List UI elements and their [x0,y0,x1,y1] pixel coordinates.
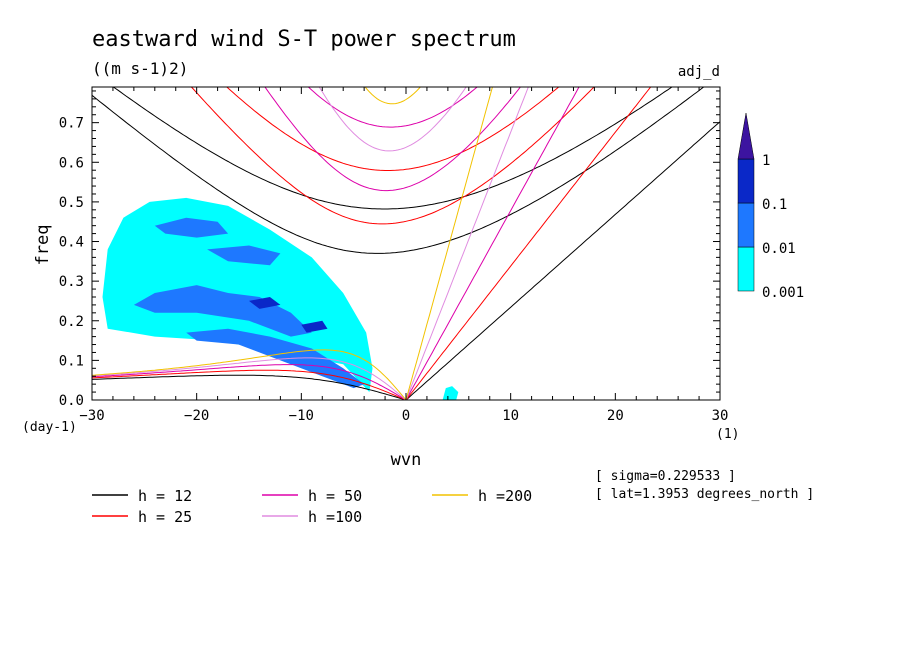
curve-kelvin-h12 [405,121,720,400]
spectrum-patch-2 [133,285,312,337]
curve-kelvin-h100 [405,87,529,400]
units-label: ((m s-1)2) [92,59,188,78]
legend-label-h12: h = 12 [138,487,192,505]
tag-label: adj_d [678,64,720,80]
colorbar-arrow [737,112,755,160]
spectrum-patch-7 [301,320,328,333]
curve-rossby-h12 [92,374,407,400]
y-tick-label: 0.7 [59,116,84,132]
curve-rossby-h100 [92,357,407,400]
x-tick-label: 0 [402,408,410,424]
colorbar-label: 0.01 [762,241,796,257]
legend-label-h200: h =200 [478,487,532,505]
curve-ig1-h12 [92,87,705,254]
colorbar-label: 0.001 [762,285,804,301]
y-tick-label: 0.0 [59,393,84,409]
colorbar-label: 0.1 [762,197,787,213]
x-tick-label: 30 [712,408,729,424]
legend-label-h50: h = 50 [308,487,362,505]
y-tick-label: 0.2 [59,314,84,330]
info-sigma: [ sigma=0.229533 ] [595,469,736,484]
curve-ig1-h50 [264,87,522,192]
y-tick-label: 0.3 [59,274,84,290]
x-tick-label: −20 [184,408,209,424]
curve-ig2-h50 [307,87,478,128]
colorbar-box-1 [737,202,755,248]
y-tick-label: 0.4 [59,235,84,251]
legend-label-h25: h = 25 [138,508,192,526]
legend-label-h100: h =100 [308,508,362,526]
x-tick-label: 10 [502,408,519,424]
spectrum-patch-6 [249,297,281,309]
curve-kelvin-h200 [405,87,493,400]
y-tick-label: 0.6 [59,155,84,171]
colorbar-box-0 [737,246,755,292]
y-tick-label: 0.5 [59,195,84,211]
y-axis-title: freq [33,225,53,266]
curve-rossby-h25 [92,369,407,400]
dispersion-curves [92,0,720,400]
curve-rossby-h200 [92,349,407,400]
colorbar-box-2 [737,158,755,204]
curve-rossby-h50 [92,364,407,400]
colorbar: 0.001 0.01 0.1 1 [737,112,804,301]
x-axis-title: wvn [391,450,422,470]
y-tick-label: 0.1 [59,353,84,369]
curve-ig1-h100 [318,87,467,152]
curve-kelvin-h25 [405,87,652,400]
spectrum-patch-5 [207,245,281,266]
info-lat: [ lat=1.3953 degrees_north ] [595,487,814,502]
spectrum-patch-1 [442,386,459,400]
curve-kelvin-h50 [405,87,580,400]
curve-ig2-h12 [112,87,673,210]
x-unit-label: (1) [716,427,739,442]
spectrum-patch-4 [154,217,229,238]
chart-title: eastward wind S-T power spectrum [92,27,516,52]
curve-ig1-h200 [364,87,421,105]
curve-ig2-h25 [226,87,560,171]
colorbar-label: 1 [762,153,770,169]
curve-ig2-h200 [92,0,720,14]
legend: h = 12 h = 50 h =200 h = 25 h =100 [92,487,532,526]
x-tick-label: −10 [289,408,314,424]
x-tick-label: −30 [79,408,104,424]
x-tick-label: 20 [607,408,624,424]
axis-ticks: −30 −20 −10 0 10 20 30 0.0 0.1 0.2 0.3 0.4 0.5 0.6 0.7 [59,87,729,424]
y-unit-label: (day-1) [22,420,77,435]
